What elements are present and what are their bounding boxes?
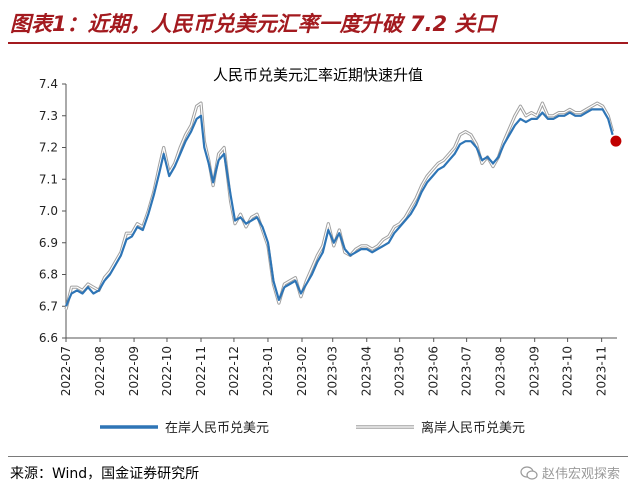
legend-label-offshore: 离岸人民币兑美元 [421,420,525,436]
figure-title: 图表1：近期，人民币兑美元汇率一度升破 7.2 关口 [10,12,497,36]
source-divider [8,456,628,457]
x-tick-label: 2022-09 [127,346,141,396]
x-tick-label: 2023-06 [427,346,441,396]
x-tick-label: 2023-08 [494,346,508,396]
x-tick-label: 2022-12 [227,346,241,396]
watermark: 赵伟宏观探索 [520,463,620,482]
x-tick-label: 2023-04 [360,346,374,396]
series-line-offshore [64,101,615,310]
latest-point-marker [610,135,622,147]
chart-title: 人民币兑美元汇率近期快速升值 [213,66,423,84]
source-note: 来源：Wind，国金证券研究所 [10,466,200,482]
y-tick-label: 6.9 [39,236,58,250]
y-tick-label: 7.3 [39,109,58,123]
y-tick-label: 6.7 [39,299,58,313]
x-tick-label: 2022-08 [93,346,107,396]
wechat-icon [520,465,538,480]
y-tick-label: 7.2 [39,141,58,155]
x-tick-label: 2023-05 [393,346,407,396]
y-tick-label: 7.0 [39,204,58,218]
title-divider [8,42,628,44]
x-tick-label: 2022-07 [59,346,73,396]
y-tick-label: 6.8 [39,268,58,282]
watermark-text: 赵伟宏观探索 [541,467,620,482]
x-tick-label: 2023-02 [295,346,309,396]
x-tick-label: 2023-03 [326,346,340,396]
x-tick-label: 2022-10 [160,346,174,396]
legend-label-onshore: 在岸人民币兑美元 [165,421,269,436]
x-tick-label: 2023-11 [595,346,609,396]
x-tick-label: 2022-11 [194,346,208,396]
y-tick-label: 7.4 [39,77,58,91]
x-tick-label: 2023-10 [561,346,575,396]
x-tick-label: 2023-07 [460,346,474,396]
series-line-offshore-inner [65,102,614,310]
x-tick-label: 2023-09 [528,346,542,396]
y-tick-label: 6.6 [39,331,58,345]
y-tick-label: 7.1 [39,172,58,186]
x-tick-label: 2023-01 [261,346,275,396]
series-line-onshore [64,108,614,307]
